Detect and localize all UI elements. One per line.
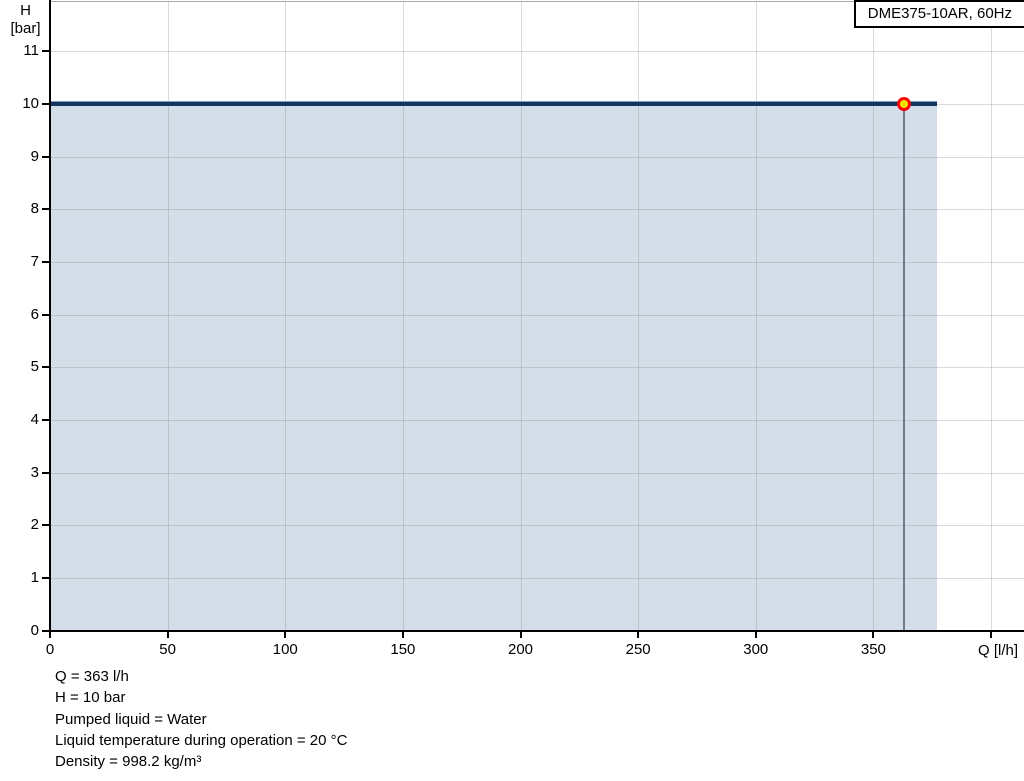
horizontal-gridline bbox=[50, 419, 1024, 421]
x-axis-tick bbox=[872, 630, 875, 638]
x-axis-tick bbox=[166, 630, 169, 638]
x-axis-tick-label: 100 bbox=[272, 641, 298, 658]
vertical-gridline bbox=[285, 1, 287, 631]
y-axis-title-unit: [bar] bbox=[10, 20, 41, 37]
x-axis-tick-label: 0 bbox=[45, 641, 55, 658]
vertical-gridline bbox=[402, 1, 404, 631]
y-axis-line bbox=[49, 0, 51, 632]
vertical-gridline bbox=[991, 1, 992, 631]
y-axis-tick-label: 4 bbox=[30, 410, 39, 428]
y-axis-tick bbox=[42, 155, 50, 158]
x-axis-title: Q [l/h] bbox=[977, 642, 1018, 659]
x-axis-tick bbox=[401, 630, 404, 638]
y-axis-tick-label: 10 bbox=[22, 94, 39, 112]
y-axis-tick bbox=[42, 418, 50, 421]
legend: DME375-10AR, 60Hz bbox=[853, 0, 1024, 28]
info-line-pumped-liquid: Pumped liquid = Water bbox=[55, 710, 207, 728]
legend-series-label: DME375-10AR, 60Hz bbox=[867, 5, 1012, 22]
x-axis-line bbox=[49, 629, 1024, 632]
x-axis-tick-label: 300 bbox=[743, 641, 769, 658]
x-axis-tick bbox=[754, 630, 757, 638]
y-axis-tick-label: 2 bbox=[30, 516, 39, 534]
operating-point-drop-line bbox=[902, 103, 905, 631]
y-axis-tick bbox=[42, 524, 50, 527]
info-line-head: H = 10 bar bbox=[55, 689, 126, 707]
y-axis-tick bbox=[42, 576, 50, 579]
vertical-gridline bbox=[167, 1, 169, 631]
y-axis-tick-label: 11 bbox=[23, 42, 39, 60]
plot-top-border bbox=[50, 0, 1024, 2]
y-axis-tick bbox=[42, 313, 50, 316]
horizontal-gridline bbox=[50, 209, 1024, 211]
horizontal-gridline bbox=[50, 314, 1024, 316]
x-axis-tick bbox=[49, 630, 51, 638]
y-axis-tick bbox=[42, 366, 50, 369]
x-axis-tick-label: 250 bbox=[625, 641, 651, 658]
vertical-gridline bbox=[638, 1, 640, 631]
info-line-flow: Q = 363 l/h bbox=[55, 668, 129, 685]
horizontal-gridline bbox=[50, 367, 1024, 369]
x-axis-tick bbox=[637, 630, 640, 638]
vertical-gridline bbox=[520, 1, 522, 631]
y-axis-tick-label: 0 bbox=[30, 621, 39, 639]
horizontal-gridline bbox=[50, 577, 1024, 579]
info-panel: Q = 363 l/h H = 10 bar Pumped liquid = W… bbox=[55, 666, 347, 772]
info-line-liquid-temperature: Liquid temperature during operation = 20… bbox=[55, 731, 348, 749]
curve-area-fill bbox=[51, 105, 937, 631]
pump-curve-line[interactable] bbox=[50, 101, 937, 107]
y-axis-title-symbol: H bbox=[20, 2, 31, 19]
y-axis-tick bbox=[42, 629, 50, 632]
y-axis-tick-label: 1 bbox=[30, 568, 39, 586]
info-line-density: Density = 998.2 kg/m³ bbox=[55, 753, 202, 771]
y-axis-tick bbox=[42, 50, 50, 53]
horizontal-gridline bbox=[50, 472, 1024, 474]
y-axis-tick bbox=[42, 260, 50, 263]
y-axis-tick bbox=[42, 471, 50, 474]
horizontal-gridline bbox=[50, 156, 1024, 158]
x-axis-tick-label: 150 bbox=[390, 641, 416, 658]
y-axis-tick bbox=[42, 208, 50, 211]
x-axis-tick bbox=[519, 630, 522, 638]
operating-point-marker[interactable] bbox=[896, 96, 911, 111]
y-axis-tick-label: 5 bbox=[30, 358, 39, 376]
horizontal-gridline bbox=[50, 525, 1024, 527]
horizontal-gridline bbox=[50, 51, 1024, 53]
y-axis-tick-label: 3 bbox=[30, 463, 39, 481]
x-axis-tick-label: 200 bbox=[507, 641, 534, 658]
y-axis-tick bbox=[42, 102, 50, 105]
y-axis-tick-label: 8 bbox=[30, 200, 39, 218]
vertical-gridline bbox=[873, 1, 875, 631]
x-axis-tick-label: 50 bbox=[159, 641, 176, 658]
horizontal-gridline bbox=[50, 261, 1024, 263]
y-axis-tick-label: 6 bbox=[30, 305, 39, 323]
vertical-gridline bbox=[755, 1, 757, 631]
x-axis-tick bbox=[990, 630, 992, 638]
x-axis-tick-label: 350 bbox=[860, 641, 886, 658]
y-axis-tick-label: 9 bbox=[30, 147, 39, 165]
y-axis-tick-label: 7 bbox=[30, 252, 39, 270]
y-axis-title: H [bar] bbox=[3, 2, 48, 38]
x-axis-tick bbox=[284, 630, 287, 638]
